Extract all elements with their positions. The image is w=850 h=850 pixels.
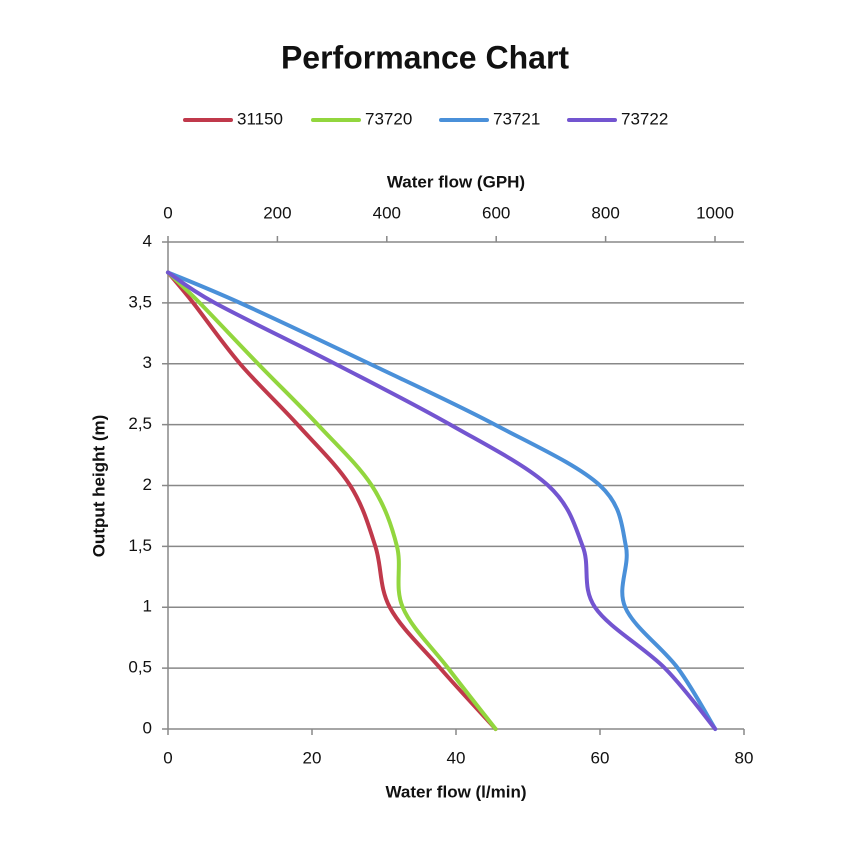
legend-label: 73721: [493, 109, 540, 128]
y-axis-title: Output height (m): [89, 415, 108, 558]
x-tick-label: 80: [735, 748, 754, 767]
x-tick-label: 20: [303, 748, 322, 767]
legend-label: 31150: [237, 109, 283, 128]
x2-tick-label: 0: [163, 203, 172, 222]
series-line: [166, 270, 498, 731]
x2-axis-title: Water flow (GPH): [387, 172, 525, 191]
y-tick-label: 1,5: [128, 536, 152, 555]
y-tick-label: 3,5: [128, 292, 152, 311]
x-tick-label: 60: [591, 748, 610, 767]
y-tick-label: 2: [143, 475, 152, 494]
x2-tick-label: 800: [591, 203, 619, 222]
legend-label: 73720: [365, 109, 412, 128]
legend-label: 73722: [621, 109, 668, 128]
y-tick-label: 4: [143, 231, 152, 250]
x2-tick-label: 200: [263, 203, 291, 222]
y-tick-label: 3: [143, 353, 152, 372]
x2-tick-label: 400: [373, 203, 401, 222]
series-line: [166, 270, 498, 731]
x2-tick-label: 1000: [696, 203, 734, 222]
y-tick-label: 0,5: [128, 658, 152, 677]
y-tick-label: 1: [143, 597, 152, 616]
x2-tick-label: 600: [482, 203, 510, 222]
chart-title: Performance Chart: [281, 39, 569, 75]
x-tick-label: 0: [163, 748, 172, 767]
series-line: [166, 270, 718, 731]
series-line: [166, 270, 718, 731]
y-tick-label: 0: [143, 718, 152, 737]
x-tick-label: 40: [447, 748, 466, 767]
y-tick-label: 2,5: [128, 414, 152, 433]
x-axis-title: Water flow (l/min): [385, 782, 526, 801]
